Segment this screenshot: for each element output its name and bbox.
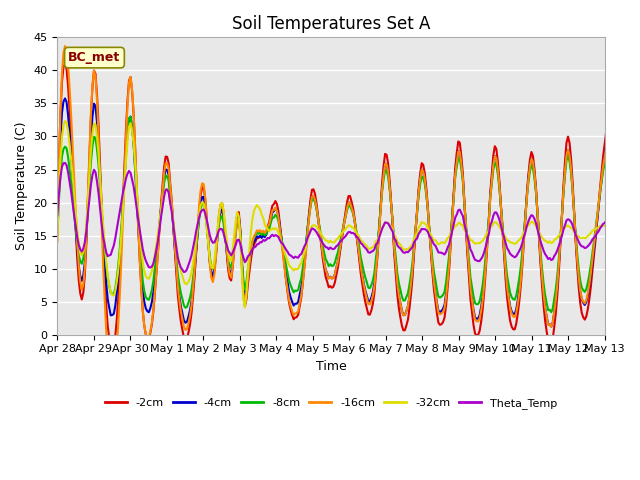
Theta_Temp [61,160,69,166]
-4cm [61,96,69,101]
-32cm [355,234,363,240]
-8cm [74,242,81,248]
-32cm [558,229,566,235]
-2cm [54,226,61,231]
-8cm [54,232,61,238]
-8cm [355,244,363,250]
-32cm [471,241,479,247]
Theta_Temp [355,237,363,243]
Line: -2cm: -2cm [58,63,640,480]
Theta_Temp [471,257,479,263]
-2cm [471,331,479,336]
-4cm [355,252,363,257]
-16cm [558,214,566,220]
-4cm [93,120,101,126]
-32cm [54,232,61,238]
-4cm [54,226,61,231]
-32cm [61,118,69,124]
Y-axis label: Soil Temperature (C): Soil Temperature (C) [15,122,28,250]
Line: -32cm: -32cm [58,121,640,480]
-4cm [75,263,83,269]
-4cm [558,214,566,220]
-8cm [92,135,99,141]
-2cm [355,256,363,262]
-8cm [127,114,134,120]
-16cm [93,98,101,104]
Theta_Temp [54,213,61,218]
Theta_Temp [558,233,566,239]
Title: Soil Temperatures Set A: Soil Temperatures Set A [232,15,430,33]
-16cm [61,43,69,49]
Theta_Temp [634,418,640,424]
Theta_Temp [93,179,101,185]
Text: BC_met: BC_met [68,51,120,64]
-8cm [471,300,479,306]
-2cm [75,277,83,283]
-32cm [634,449,640,455]
-2cm [93,93,101,98]
Legend: -2cm, -4cm, -8cm, -16cm, -32cm, Theta_Temp: -2cm, -4cm, -8cm, -16cm, -32cm, Theta_Te… [100,394,562,414]
Line: -4cm: -4cm [58,98,640,480]
-4cm [471,314,479,320]
-2cm [558,213,566,218]
-8cm [558,213,566,219]
Theta_Temp [75,242,83,248]
Line: -8cm: -8cm [58,117,640,480]
X-axis label: Time: Time [316,360,346,373]
-2cm [61,60,69,66]
Line: Theta_Temp: Theta_Temp [58,163,640,477]
-16cm [75,263,83,269]
-16cm [355,252,363,258]
-16cm [471,316,479,322]
Theta_Temp [637,474,640,480]
Line: -16cm: -16cm [58,46,640,480]
-32cm [93,134,101,140]
-16cm [54,239,61,245]
-32cm [75,240,83,246]
